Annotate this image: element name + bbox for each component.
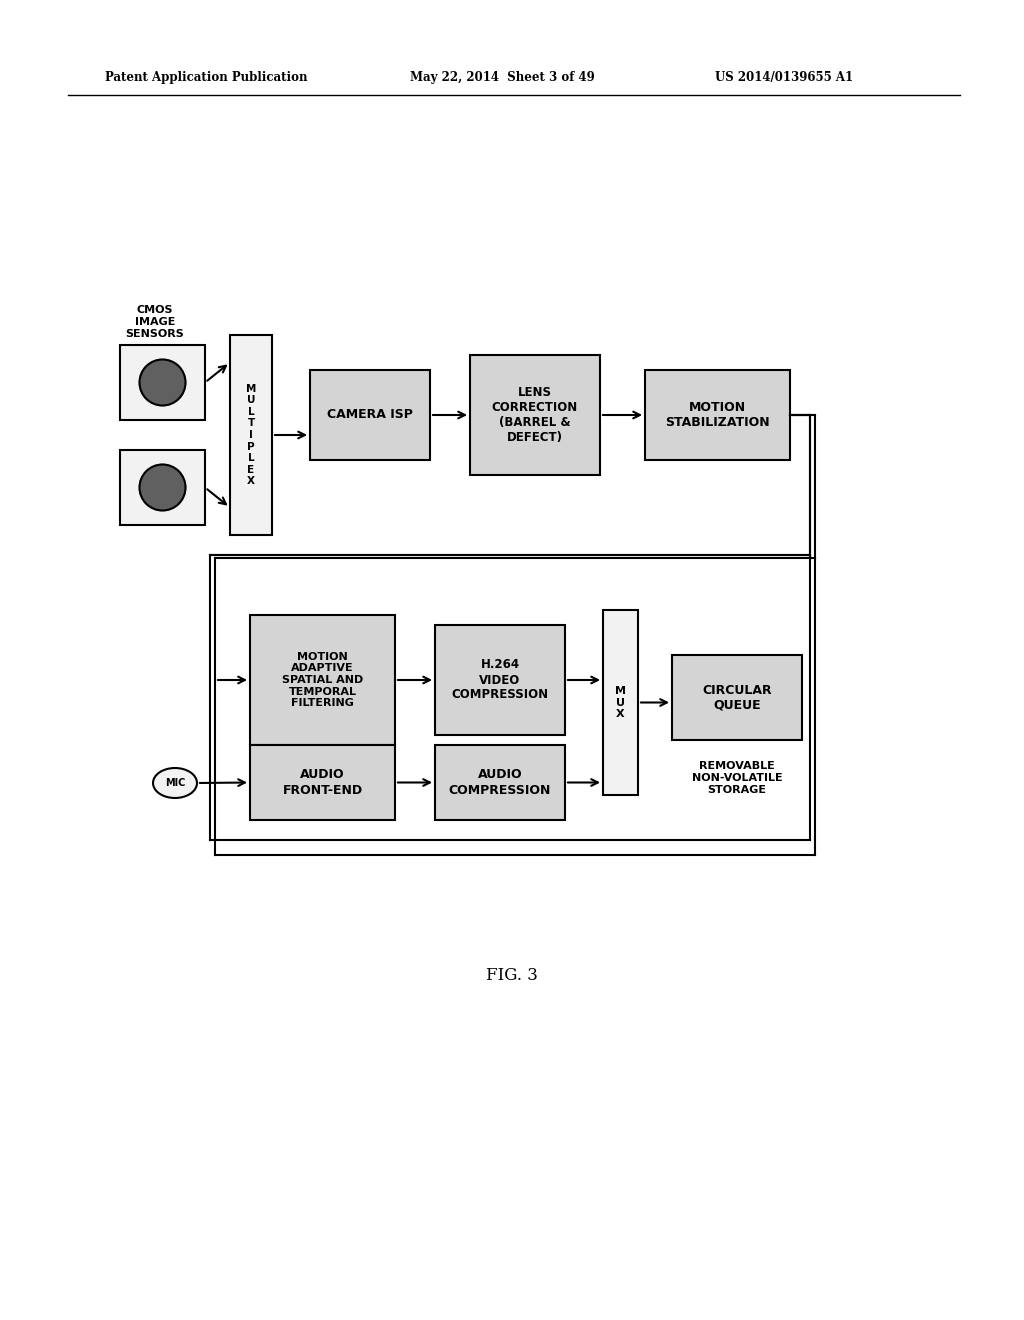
Ellipse shape — [153, 768, 197, 799]
Text: M
U
X: M U X — [615, 686, 626, 719]
Text: REMOVABLE
NON-VOLATILE
STORAGE: REMOVABLE NON-VOLATILE STORAGE — [691, 762, 782, 795]
Text: LENS
CORRECTION
(BARREL &
DEFECT): LENS CORRECTION (BARREL & DEFECT) — [492, 385, 579, 444]
Bar — [250, 744, 395, 820]
Bar — [120, 345, 205, 420]
Bar — [435, 744, 565, 820]
Text: MOTION
STABILIZATION: MOTION STABILIZATION — [666, 401, 770, 429]
Text: Patent Application Publication: Patent Application Publication — [105, 71, 307, 84]
Circle shape — [139, 359, 185, 405]
Bar — [250, 615, 395, 744]
Text: CMOS
IMAGE
SENSORS: CMOS IMAGE SENSORS — [126, 305, 184, 339]
Circle shape — [139, 465, 185, 511]
Text: May 22, 2014  Sheet 3 of 49: May 22, 2014 Sheet 3 of 49 — [410, 71, 595, 84]
Bar — [230, 335, 272, 535]
Text: US 2014/0139655 A1: US 2014/0139655 A1 — [715, 71, 853, 84]
Bar — [672, 655, 802, 741]
Text: H.264
VIDEO
COMPRESSION: H.264 VIDEO COMPRESSION — [452, 659, 549, 701]
Bar — [470, 355, 600, 475]
Text: CIRCULAR
QUEUE: CIRCULAR QUEUE — [702, 684, 772, 711]
Bar — [645, 370, 790, 459]
Text: FIG. 3: FIG. 3 — [486, 966, 538, 983]
Bar — [310, 370, 430, 459]
Text: MOTION
ADAPTIVE
SPATIAL AND
TEMPORAL
FILTERING: MOTION ADAPTIVE SPATIAL AND TEMPORAL FIL… — [282, 652, 364, 709]
Bar — [603, 610, 638, 795]
Text: M
U
L
T
I
P
L
E
X: M U L T I P L E X — [246, 384, 256, 486]
Text: AUDIO
FRONT-END: AUDIO FRONT-END — [283, 768, 362, 796]
Bar — [120, 450, 205, 525]
Bar — [435, 624, 565, 735]
Text: MIC: MIC — [165, 777, 185, 788]
Text: CAMERA ISP: CAMERA ISP — [327, 408, 413, 421]
Text: AUDIO
COMPRESSION: AUDIO COMPRESSION — [449, 768, 551, 796]
